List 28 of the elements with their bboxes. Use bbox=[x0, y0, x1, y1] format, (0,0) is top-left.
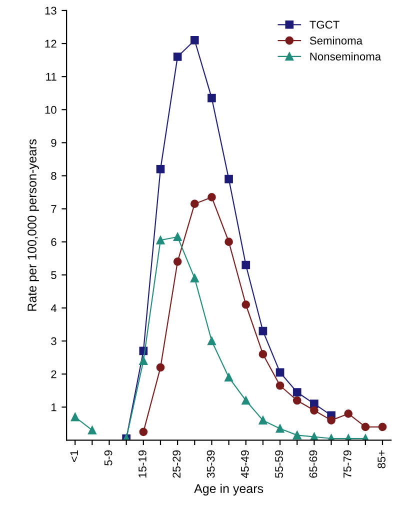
y-tick-label: 6 bbox=[51, 238, 56, 246]
y-tick-label: 11 bbox=[46, 72, 56, 81]
x-tick-label: <1 bbox=[70, 450, 78, 462]
y-tick-label: 3 bbox=[51, 337, 56, 346]
y-axis-title: Rate per 100,000 person-years bbox=[28, 139, 39, 311]
y-tick-label: 12 bbox=[45, 40, 56, 48]
x-tick-label: 85+ bbox=[378, 450, 386, 468]
x-tick-label: 15-19 bbox=[138, 450, 146, 478]
legend-label: Nonseminoma bbox=[310, 52, 382, 60]
x-axis-title: Age in years bbox=[194, 484, 264, 496]
legend-label: Seminoma bbox=[310, 36, 363, 45]
y-tick-label: 7 bbox=[51, 205, 56, 213]
y-tick-label: 10 bbox=[45, 106, 56, 114]
y-tick-label: 4 bbox=[50, 304, 57, 312]
x-tick-label: 65-69 bbox=[309, 450, 318, 478]
y-tick-label: 9 bbox=[51, 138, 56, 147]
x-tick-label: 25-29 bbox=[172, 450, 181, 478]
y-tick-label: 2 bbox=[51, 370, 56, 378]
x-tick-label: 55-59 bbox=[275, 450, 284, 478]
x-tick-label: 45-49 bbox=[240, 450, 249, 478]
x-tick-label: 35-39 bbox=[206, 450, 215, 478]
x-tick-label: 75-79 bbox=[343, 450, 352, 478]
y-tick-label: 1 bbox=[52, 403, 56, 412]
y-tick-label: 5 bbox=[51, 271, 56, 280]
legend-label: TGCT bbox=[310, 20, 340, 29]
x-tick-label: 5-9 bbox=[104, 450, 112, 466]
y-tick-label: 8 bbox=[51, 172, 56, 180]
y-tick-label: 13 bbox=[45, 6, 56, 15]
